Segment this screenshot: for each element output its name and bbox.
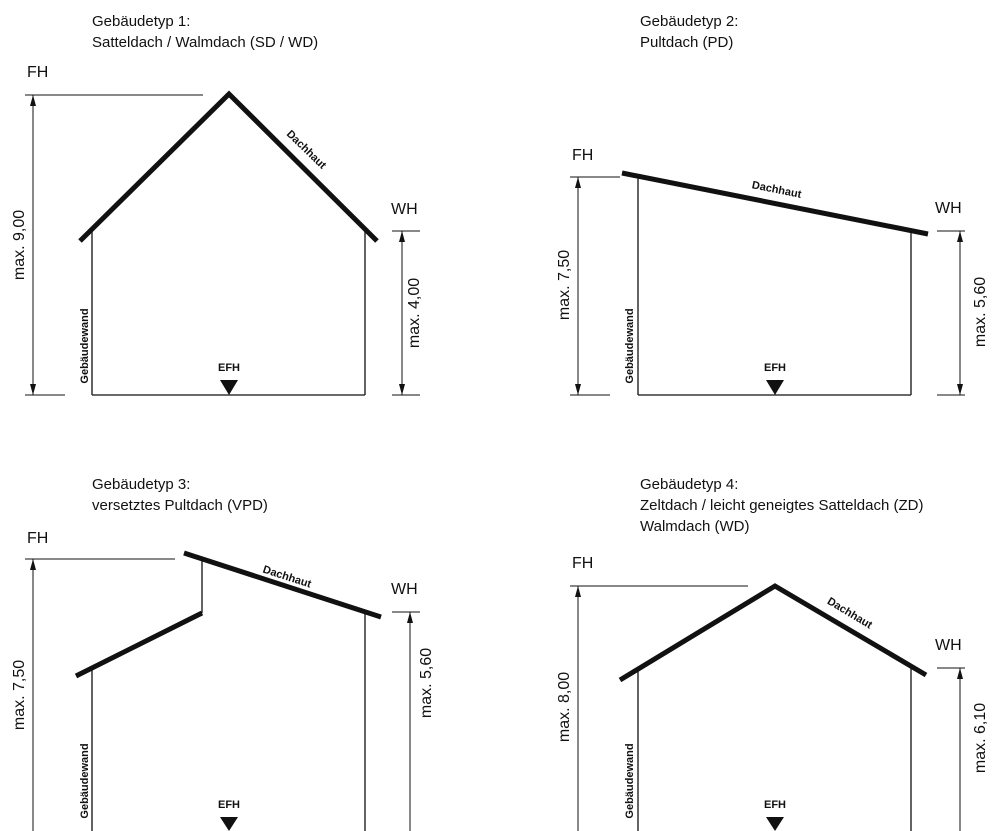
building-2-fh-arrow-bottom	[575, 384, 581, 395]
building-1-wh-dimension: max. 4,00	[406, 278, 423, 348]
building-3-wh-dimension: max. 5,60	[418, 648, 435, 718]
building-1-efh-label: EFH	[218, 362, 240, 374]
building-type-1: Gebäudetyp 1: Satteldach / Walmdach (SD …	[11, 13, 423, 396]
building-1-wh-label: WH	[391, 201, 418, 218]
building-1-wh-arrow-bottom	[399, 384, 405, 395]
building-1-title-line-1: Gebäudetyp 1:	[92, 13, 190, 30]
building-1-wall-label: Gebäudewand	[79, 308, 91, 383]
building-1-roof	[78, 90, 379, 243]
building-4-wh-dimension: max. 6,10	[972, 703, 989, 773]
building-1-roof-label: Dachhaut	[284, 128, 329, 172]
building-1-fh-label: FH	[27, 64, 48, 81]
building-3-wall-label: Gebäudewand	[79, 743, 91, 818]
building-1-wh-arrow-top	[399, 231, 405, 242]
building-4-roof-label: Dachhaut	[825, 595, 874, 631]
building-2-wh-arrow-bottom	[957, 384, 963, 395]
building-2-fh-label: FH	[572, 147, 593, 164]
building-2-roof-label: Dachhaut	[751, 179, 803, 201]
building-4-roof	[618, 583, 928, 683]
building-2-wh-arrow-top	[957, 231, 963, 242]
building-type-4: Gebäudetyp 4: Zeltdach / leicht geneigte…	[556, 476, 989, 831]
building-2-efh-label: EFH	[764, 362, 786, 374]
building-4-fh-arrow-top	[575, 586, 581, 597]
building-4-wall-label: Gebäudewand	[624, 743, 636, 818]
building-1-title-line-2: Satteldach / Walmdach (SD / WD)	[92, 34, 318, 51]
building-3-fh-dimension: max. 7,50	[11, 660, 28, 730]
building-3-fh-arrow-top	[30, 559, 36, 570]
building-2-title-line-2: Pultdach (PD)	[640, 34, 733, 51]
building-4-efh-marker-icon	[766, 817, 784, 831]
building-2-fh-dimension: max. 7,50	[556, 250, 573, 320]
building-2-wh-label: WH	[935, 200, 962, 217]
building-3-wh-arrow-top	[407, 612, 413, 623]
building-3-lower-roof	[74, 610, 204, 679]
building-3-efh-marker-icon	[220, 817, 238, 831]
building-4-title-line-3: Walmdach (WD)	[640, 518, 749, 535]
building-3-title-line-1: Gebäudetyp 3:	[92, 476, 190, 493]
building-3-title-line-2: versetztes Pultdach (VPD)	[92, 497, 268, 514]
building-4-fh-label: FH	[572, 555, 593, 572]
building-2-roof	[621, 170, 929, 237]
building-2-fh-arrow-top	[575, 177, 581, 188]
building-4-wh-arrow-top	[957, 668, 963, 679]
building-1-efh-marker-icon	[220, 380, 238, 395]
building-2-title-line-1: Gebäudetyp 2:	[640, 13, 738, 30]
building-1-fh-arrow-bottom	[30, 384, 36, 395]
building-2-efh-marker-icon	[766, 380, 784, 395]
building-2-wall-label: Gebäudewand	[624, 308, 636, 383]
building-1-fh-arrow-top	[30, 95, 36, 106]
building-3-wh-label: WH	[391, 581, 418, 598]
building-3-fh-label: FH	[27, 530, 48, 547]
building-type-2: Gebäudetyp 2: Pultdach (PD) FH WH max. 7…	[556, 13, 989, 396]
building-4-title-line-1: Gebäudetyp 4:	[640, 476, 738, 493]
building-4-fh-dimension: max. 8,00	[556, 672, 573, 742]
building-4-wh-label: WH	[935, 637, 962, 654]
building-4-efh-label: EFH	[764, 799, 786, 811]
building-2-wh-dimension: max. 5,60	[972, 277, 989, 347]
building-1-fh-dimension: max. 9,00	[11, 210, 28, 280]
building-3-upper-roof	[183, 550, 382, 620]
building-type-3: Gebäudetyp 3: versetztes Pultdach (VPD) …	[11, 476, 435, 831]
building-4-title-line-2: Zeltdach / leicht geneigtes Satteldach (…	[640, 497, 923, 514]
building-3-efh-label: EFH	[218, 799, 240, 811]
